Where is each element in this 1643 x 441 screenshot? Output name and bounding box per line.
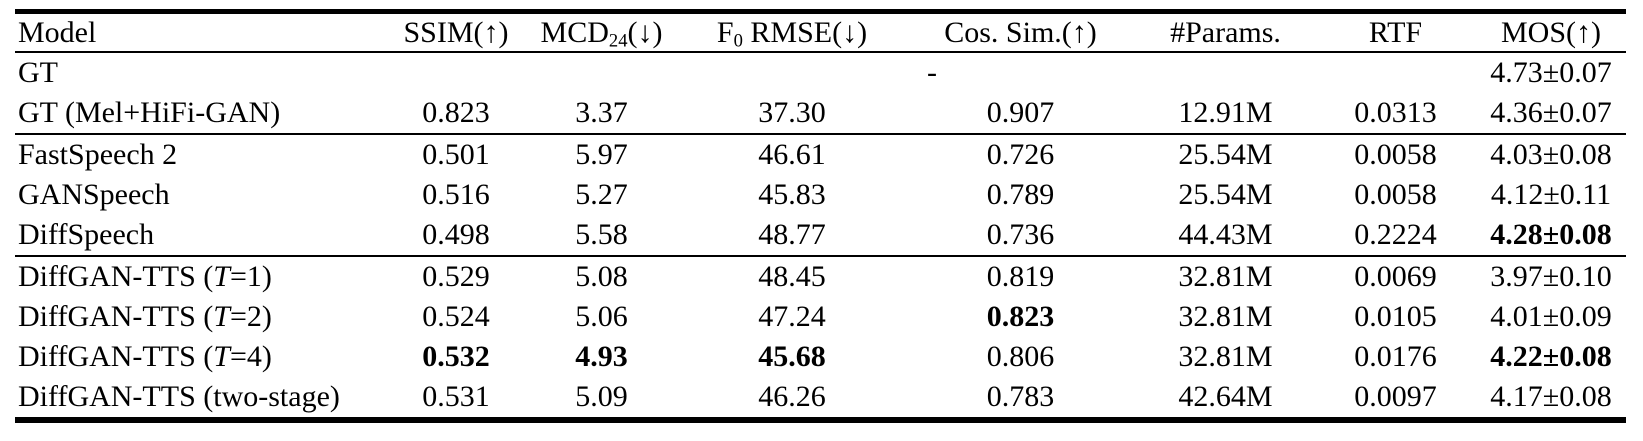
header-row: Model SSIM(↑) MCD24(↓) F0 RMSE(↓) Cos. Sim.(… [15,11,1626,53]
cell-diffspeech-mos: 4.28±0.08 [1476,215,1626,257]
cell-diffgan-tts-two-stage-mcd24: 5.09 [575,380,628,413]
cell-diffspeech-ssim: 0.498 [388,215,524,257]
italic-text: T [213,260,230,293]
column-header-model: Model [15,11,388,53]
cell-diffgan-tts-t1-ssim: 0.529 [422,260,490,293]
cell-diffgan-tts-t4-f0-rmse: 45.68 [758,340,826,373]
column-header-mos: MOS(↑) [1476,11,1626,53]
cell-ganspeech-ssim: 0.516 [422,178,490,211]
cell-ganspeech-model: GANSpeech [18,178,170,211]
column-header-rtf: RTF [1315,11,1476,53]
table-row-diffgan-tts-t1: DiffGAN-TTS (T=1) 0.529 5.08 48.45 0.819 32.8… [15,256,1626,297]
column-header-mcd24: MCD24(↓) [524,11,679,53]
cell-diffgan-tts-t4-mos: 4.22±0.08 [1490,340,1612,373]
cell-fastspeech-2-model: FastSpeech 2 [18,138,178,171]
results-table: Model SSIM(↑) MCD24(↓) F0 RMSE(↓) Cos. Sim.(… [15,9,1626,423]
table-row-fastspeech-2: FastSpeech 2 0.501 5.97 46.61 0.726 25.54M 0.0… [15,134,1626,175]
cell-diffgan-tts-t2-mos: 4.01±0.09 [1490,300,1612,333]
cell-diffgan-tts-two-stage-f0-rmse: 46.26 [758,380,826,413]
cell-diffgan-tts-t1-mcd24: 5.08 [575,260,628,293]
column-header-cos-sim: Cos. Sim.(↑) [905,11,1136,53]
cell-diffgan-tts-two-stage-params: 42.64M [1178,380,1273,413]
cell-diffspeech-model: DiffSpeech [15,215,388,257]
cell-diffgan-tts-two-stage-model: DiffGAN-TTS (two-stage) [18,380,340,413]
cell-diffgan-tts-t2-cos-sim: 0.823 [986,300,1055,333]
cell-diffspeech-rtf: 0.2224 [1315,215,1476,257]
cell-gt-mos: 4.73±0.07 [1490,56,1612,89]
cell-diffgan-tts-two-stage-cos-sim: 0.783 [986,380,1055,413]
column-header-params: #Params. [1136,11,1315,53]
cell-diffgan-tts-t4-cos-sim: 0.806 [986,340,1055,373]
cell-ganspeech-cos-sim: 0.789 [986,178,1055,211]
cell-diffgan-tts-t1-model: DiffGAN-TTS (T=1) [18,260,272,293]
cell-fastspeech-2-ssim: 0.501 [422,138,490,171]
cell-diffgan-tts-t2-model: DiffGAN-TTS (T=2) [18,300,272,333]
table-row-ganspeech: GANSpeech 0.516 5.27 45.83 0.789 25.54M 0.0058… [15,175,1626,215]
cell-diffgan-tts-t1-mos: 3.97±0.10 [1490,260,1612,293]
subscript-text: 0 [733,30,743,52]
cell-diffgan-tts-t4-params: 32.81M [1178,340,1273,373]
cell-gt-mel-hifi-gan-model: GT (Mel+HiFi-GAN) [15,93,388,135]
cell-ganspeech-mos: 4.12±0.11 [1490,178,1612,211]
cell-ganspeech-mcd24: 5.27 [575,178,628,211]
cell-diffspeech-f0-rmse: 48.77 [679,215,905,257]
cell-diffgan-tts-t4-rtf: 0.0176 [1354,340,1437,373]
cell-diffspeech-cos-sim: 0.736 [905,215,1136,257]
cell-ganspeech-f0-rmse: 45.83 [758,178,826,211]
cell-diffgan-tts-t4-model: DiffGAN-TTS (T=4) [18,340,272,373]
cell-gt-model: GT [18,56,58,89]
table-row-gt: GT - 4.73±0.07 [15,52,1626,93]
table-row-diffgan-tts-t4: DiffGAN-TTS (T=4) 0.532 4.93 45.68 0.806 32.8… [15,337,1626,377]
cell-gt-mel-hifi-gan-mos: 4.36±0.07 [1476,93,1626,135]
cell-diffgan-tts-two-stage-ssim: 0.531 [422,380,490,413]
cell-diffgan-tts-two-stage-mos: 4.17±0.08 [1490,380,1612,413]
cell-fastspeech-2-cos-sim: 0.726 [986,138,1055,171]
cell-gt-mel-hifi-gan-f0-rmse: 37.30 [679,93,905,135]
cell-diffgan-tts-t2-params: 32.81M [1178,300,1273,333]
table-row-diffspeech: DiffSpeech 0.498 5.58 48.77 0.736 44.43M 0.222… [15,215,1626,257]
italic-text: T [213,340,230,373]
cell-diffgan-tts-t1-rtf: 0.0069 [1354,260,1437,293]
column-header-f0-rmse: F0 RMSE(↓) [679,11,905,53]
cell-diffgan-tts-t4-ssim: 0.532 [422,340,490,373]
cell-fastspeech-2-mcd24: 5.97 [575,138,628,171]
cell-gt-mel-hifi-gan-rtf: 0.0313 [1315,93,1476,135]
cell-diffgan-tts-t2-f0-rmse: 47.24 [758,300,826,333]
cell-ganspeech-rtf: 0.0058 [1354,178,1437,211]
cell-fastspeech-2-params: 25.54M [1178,138,1273,171]
cell-diffspeech-mcd24: 5.58 [524,215,679,257]
cell-diffgan-tts-t4-mcd24: 4.93 [575,340,628,373]
cell-diffgan-tts-t1-cos-sim: 0.819 [986,260,1055,293]
cell-diffgan-tts-two-stage-rtf: 0.0097 [1354,380,1437,413]
table-body: GT -4.73±0.07 GT (Mel+HiFi-GAN) 0.823 3.37 37… [15,52,1626,420]
cell-gt-span: - [927,56,937,89]
column-header-ssim: SSIM(↑) [388,11,524,53]
cell-gt-mel-hifi-gan-cos-sim: 0.907 [905,93,1136,135]
table-header: Model SSIM(↑) MCD24(↓) F0 RMSE(↓) Cos. Sim.(… [15,11,1626,53]
cell-diffgan-tts-t2-rtf: 0.0105 [1354,300,1437,333]
table-row-diffgan-tts-t2: DiffGAN-TTS (T=2) 0.524 5.06 47.24 0.823 32.8… [15,297,1626,337]
cell-fastspeech-2-mos: 4.03±0.08 [1490,138,1612,171]
results-table-container: Model SSIM(↑) MCD24(↓) F0 RMSE(↓) Cos. Sim.(… [15,9,1643,423]
italic-text: T [213,300,230,333]
cell-diffgan-tts-t2-ssim: 0.524 [422,300,490,333]
cell-gt-mel-hifi-gan-ssim: 0.823 [388,93,524,135]
cell-ganspeech-params: 25.54M [1178,178,1273,211]
subscript-text: 24 [608,30,628,52]
cell-diffspeech-params: 44.43M [1136,215,1315,257]
cell-diffgan-tts-t1-params: 32.81M [1178,260,1273,293]
cell-gt-mel-hifi-gan-params: 12.91M [1136,93,1315,135]
table-row-diffgan-tts-two-stage: DiffGAN-TTS (two-stage) 0.531 5.09 46.26 0.7… [15,377,1626,420]
cell-fastspeech-2-f0-rmse: 46.61 [758,138,826,171]
cell-fastspeech-2-rtf: 0.0058 [1354,138,1437,171]
cell-diffgan-tts-t1-f0-rmse: 48.45 [758,260,826,293]
table-row-gt-mel-hifi-gan: GT (Mel+HiFi-GAN) 0.823 3.37 37.30 0.907 12.9… [15,93,1626,135]
cell-gt-mel-hifi-gan-mcd24: 3.37 [524,93,679,135]
cell-diffgan-tts-t2-mcd24: 5.06 [575,300,628,333]
